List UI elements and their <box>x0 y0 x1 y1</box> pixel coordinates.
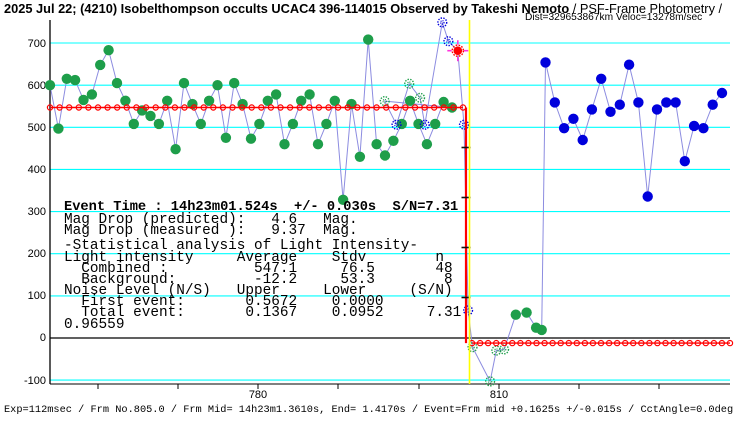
svg-text:0: 0 <box>40 332 46 344</box>
svg-text:600: 600 <box>28 80 46 92</box>
svg-text:300: 300 <box>28 206 46 218</box>
svg-text:700: 700 <box>28 38 46 50</box>
svg-text:400: 400 <box>28 164 46 176</box>
svg-text:780: 780 <box>249 389 267 401</box>
svg-text:100: 100 <box>28 290 46 302</box>
svg-text:200: 200 <box>28 248 46 260</box>
svg-text:-100: -100 <box>24 375 46 387</box>
svg-text:810: 810 <box>490 389 508 401</box>
svg-text:500: 500 <box>28 122 46 134</box>
